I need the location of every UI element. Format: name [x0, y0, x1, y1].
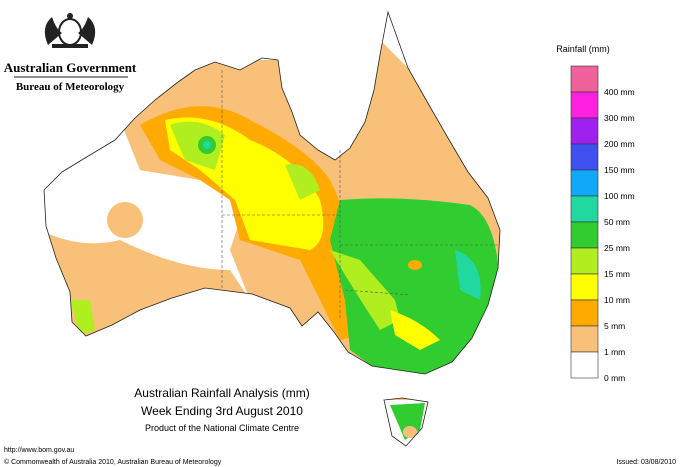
legend-label: 150 mm: [604, 165, 635, 175]
legend-swatch: [570, 325, 599, 353]
legend-swatch: [570, 273, 599, 301]
legend-swatch: [570, 169, 599, 197]
state-borders: [221, 70, 500, 320]
footer-url: http://www.bom.gov.au: [4, 447, 74, 454]
legend-label: 400 mm: [604, 87, 635, 97]
government-name: Australian Government: [4, 60, 137, 75]
australia-map: [43, 11, 501, 447]
legend-swatch: [570, 247, 599, 275]
legend-label: 200 mm: [604, 139, 635, 149]
legend-label: 0 mm: [604, 373, 625, 383]
map-title: Australian Rainfall Analysis (mm): [134, 386, 309, 400]
map-subtitle: Week Ending 3rd August 2010: [141, 404, 303, 418]
legend-label: 100 mm: [604, 191, 635, 201]
legend-swatch: [570, 195, 599, 223]
legend-label: 10 mm: [604, 295, 630, 305]
legend-label: 300 mm: [604, 113, 635, 123]
legend-label: 15 mm: [604, 269, 630, 279]
legend-swatch: [570, 351, 599, 379]
legend-swatch: [570, 143, 599, 171]
legend-swatch: [570, 65, 599, 93]
legend-label: 5 mm: [604, 321, 625, 331]
legend-swatch: [570, 299, 599, 327]
legend-label: 1 mm: [604, 347, 625, 357]
legend-label: 50 mm: [604, 217, 630, 227]
crest: [44, 13, 96, 48]
agency-name: Bureau of Meteorology: [16, 81, 125, 93]
legend-label: 25 mm: [604, 243, 630, 253]
footer-copyright: © Commonwealth of Australia 2010, Austra…: [4, 458, 222, 466]
legend-title: Rainfall (mm): [556, 44, 610, 54]
legend: 400 mm 300 mm 200 mm 150 mm 100 mm 50 mm 25 mm…: [570, 65, 635, 383]
map-credit: Product of the National Climate Centre: [145, 423, 299, 433]
legend-swatch: [570, 221, 599, 249]
legend-swatch: [570, 91, 599, 119]
footer-issued: Issued: 03/08/2010: [616, 459, 676, 466]
rainfall-zones: [44, 40, 500, 440]
legend-swatch: [570, 117, 599, 145]
